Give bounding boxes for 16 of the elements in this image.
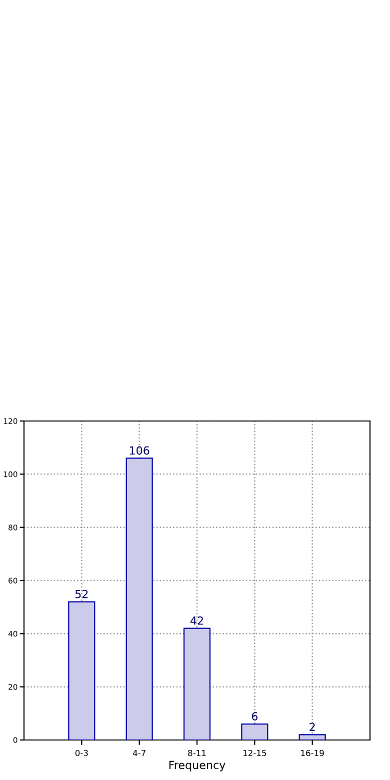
bar: [241, 723, 268, 740]
x-tick-label: 0-3: [75, 750, 88, 756]
bar: [298, 734, 326, 740]
bar: [183, 628, 211, 740]
data-label: 52: [75, 590, 88, 598]
x-tick-label: 12-15: [243, 750, 266, 756]
bar: [126, 458, 153, 740]
x-tick-label: 8-11: [188, 750, 206, 756]
data-label: 6: [252, 712, 258, 721]
x-tick-label: 16-19: [301, 750, 324, 756]
data-label: 2: [310, 722, 315, 731]
x-axis-title: Frequency: [169, 760, 226, 772]
data-label: 106: [130, 446, 150, 455]
bar: [68, 601, 96, 740]
data-label: 42: [190, 616, 203, 625]
x-tick-label: 4-7: [132, 750, 146, 756]
